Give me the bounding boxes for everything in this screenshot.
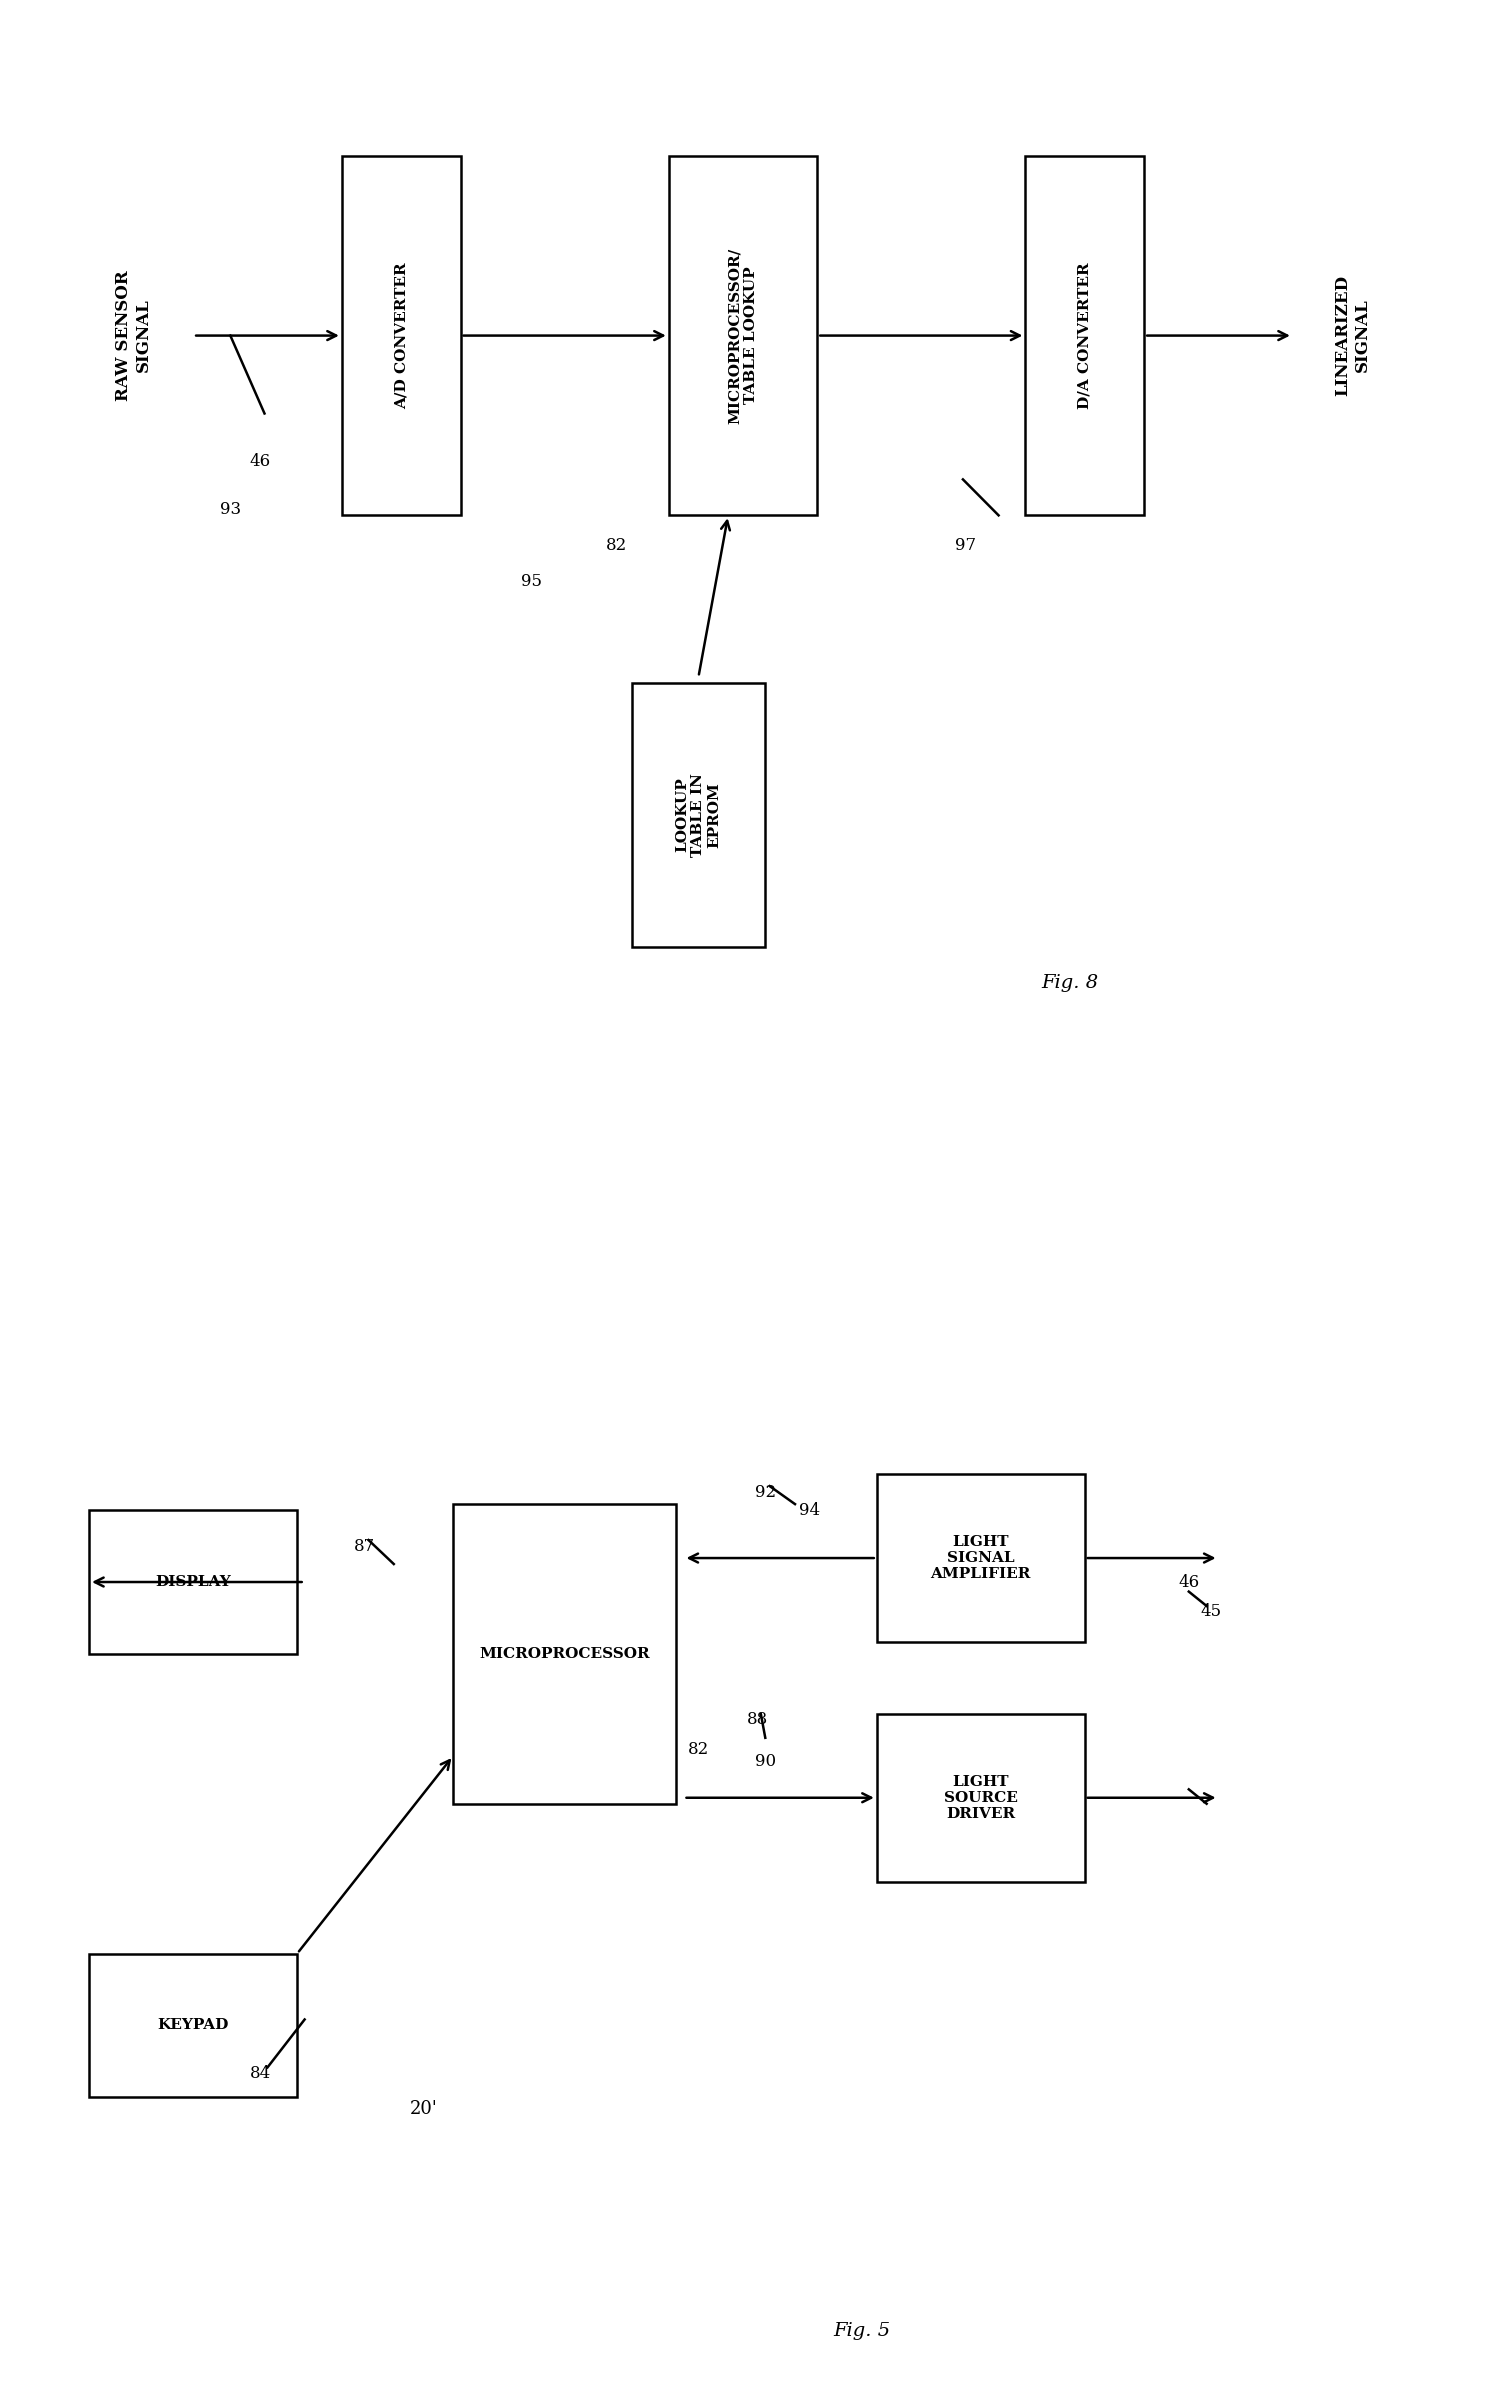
Text: D/A CONVERTER: D/A CONVERTER (1077, 261, 1092, 410)
Bar (89, 1510, 297, 1654)
Bar (1025, 156, 1144, 515)
Bar (877, 1474, 1085, 1642)
Text: 97: 97 (955, 537, 976, 554)
Bar (669, 156, 817, 515)
Text: Fig. 5: Fig. 5 (834, 2323, 890, 2339)
Text: 93: 93 (220, 501, 241, 518)
Text: RAW SENSOR
SIGNAL: RAW SENSOR SIGNAL (116, 271, 152, 400)
Text: 46: 46 (1178, 1572, 1199, 1592)
Text: 88: 88 (747, 1711, 768, 1728)
Text: 90: 90 (755, 1752, 776, 1771)
Bar (877, 1714, 1085, 1882)
Text: A/D CONVERTER: A/D CONVERTER (394, 261, 409, 410)
Text: DISPLAY: DISPLAY (156, 1575, 230, 1589)
Text: LIGHT
SIGNAL
AMPLIFIER: LIGHT SIGNAL AMPLIFIER (930, 1534, 1031, 1582)
Text: 84: 84 (250, 2064, 270, 2083)
Text: MICROPROCESSOR/
TABLE LOOKUP: MICROPROCESSOR/ TABLE LOOKUP (728, 247, 758, 424)
Text: LIGHT
SOURCE
DRIVER: LIGHT SOURCE DRIVER (944, 1774, 1018, 1822)
Text: 45: 45 (1201, 1604, 1221, 1620)
Text: LINEARIZED
SIGNAL: LINEARIZED SIGNAL (1334, 276, 1370, 396)
Text: 46: 46 (250, 453, 270, 470)
Text: 87: 87 (354, 1536, 374, 1556)
Text: 95: 95 (522, 573, 542, 590)
Text: MICROPROCESSOR: MICROPROCESSOR (480, 1647, 649, 1661)
Text: KEYPAD: KEYPAD (158, 2018, 229, 2033)
Bar (342, 156, 461, 515)
Bar (89, 1954, 297, 2097)
Bar (632, 683, 765, 947)
Text: Fig. 8: Fig. 8 (1042, 973, 1098, 992)
Text: 82: 82 (688, 1740, 709, 1759)
Text: 92: 92 (755, 1484, 776, 1501)
Text: LOOKUP
TABLE IN
EPROM: LOOKUP TABLE IN EPROM (675, 774, 722, 856)
Text: 82: 82 (606, 537, 627, 554)
Text: 20': 20' (410, 2100, 437, 2119)
Bar (453, 1505, 676, 1803)
Text: 94: 94 (799, 1501, 820, 1520)
